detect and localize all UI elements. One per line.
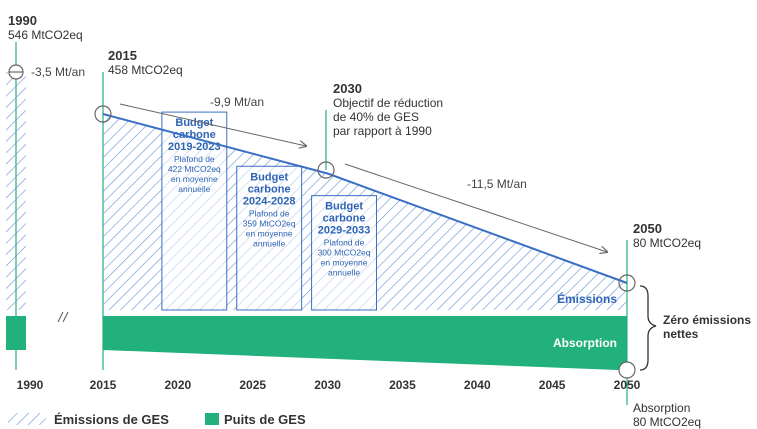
carbon-budget-box-3 <box>311 195 377 311</box>
label-2030-year: 2030 <box>333 81 362 96</box>
x-tick-2040: 2040 <box>464 378 491 392</box>
carbon-budget-2-title-2: carbone <box>248 183 291 195</box>
sink-area-1990 <box>6 316 26 350</box>
carbon-budget-3-detail-2: 300 MtCO2eq <box>318 248 371 258</box>
zero-emissions-label-line2: nettes <box>663 327 699 341</box>
x-tick-2045: 2045 <box>539 378 566 392</box>
marker-2015 <box>94 105 112 123</box>
carbon-budget-3-detail-1: Plafond de <box>324 238 365 248</box>
carbon-budget-2-detail-4: annuelle <box>253 238 285 248</box>
arrow-2030-2050 <box>344 163 607 252</box>
x-tick-2050: 2050 <box>614 378 641 392</box>
emissions-area-label: Émissions <box>557 291 617 306</box>
x-tick-2020: 2020 <box>165 378 192 392</box>
legend-label-sink: Puits de GES <box>224 412 306 427</box>
legend-swatch-sink <box>205 413 219 425</box>
arrow-2015-2030 <box>119 103 306 146</box>
legend-swatch-emissions <box>8 413 46 425</box>
carbon-budget-1-detail-3: en moyenne <box>171 174 218 184</box>
carbon-budget-3-title-1: Budget <box>325 201 363 213</box>
rate-2030-2050: -11,5 Mt/an <box>467 177 527 191</box>
carbon-budget-1-title-3: 2019-2023 <box>168 141 221 153</box>
label-2050-year: 2050 <box>633 221 662 236</box>
emissions-area-1990 <box>6 72 26 310</box>
label-2015-year: 2015 <box>108 48 137 63</box>
label-1990-value: 546 MtCO2eq <box>8 28 83 42</box>
carbon-budget-box-1 <box>161 111 228 311</box>
emissions-line <box>102 113 628 284</box>
carbon-budget-2-title-1: Budget <box>250 171 288 183</box>
x-tick-2030: 2030 <box>314 378 341 392</box>
label-absorption-2050-value: 80 MtCO2eq <box>633 415 701 429</box>
carbon-budget-1-title-1: Budget <box>175 117 213 129</box>
carbon-budget-box-2 <box>236 165 303 311</box>
x-tick-1990: 1990 <box>17 378 44 392</box>
carbon-budget-3-detail-3: en moyenne <box>321 258 368 268</box>
absorption-area-label: Absorption <box>553 336 617 350</box>
zero-emissions-bracket <box>639 285 657 371</box>
x-tick-2035: 2035 <box>389 378 416 392</box>
carbon-budget-1-title-2: carbone <box>173 129 216 141</box>
legend-label-emissions: Émissions de GES <box>54 412 169 427</box>
carbon-budget-3-detail-4: annuelle <box>328 268 360 278</box>
rate-2015-2030: -9,9 Mt/an <box>210 95 264 109</box>
marker-2050-absorption <box>618 361 636 379</box>
label-2030-line3: par rapport à 1990 <box>333 124 432 138</box>
carbon-budget-1-detail-1: Plafond de <box>174 154 215 164</box>
carbon-budget-2-detail-2: 359 MtCO2eq <box>243 218 296 228</box>
label-absorption-2050: Absorption <box>633 401 690 415</box>
carbon-budget-1-detail-2: 422 MtCO2eq <box>168 164 221 174</box>
label-2030-line1: Objectif de réduction <box>333 96 443 110</box>
axis-break-mark-2 <box>62 311 69 323</box>
carbon-budget-2-detail-1: Plafond de <box>249 208 290 218</box>
sink-area <box>103 316 627 371</box>
x-tick-2025: 2025 <box>239 378 266 392</box>
marker-2030 <box>317 161 335 179</box>
carbon-budget-3-title-3: 2029-2033 <box>318 225 371 237</box>
x-tick-2015: 2015 <box>90 378 117 392</box>
axis-break-mark-1 <box>57 311 64 323</box>
label-2015-value: 458 MtCO2eq <box>108 63 183 77</box>
rate-1990-2015: -3,5 Mt/an <box>31 65 85 79</box>
carbon-budget-3-title-2: carbone <box>323 213 366 225</box>
zero-emissions-label-line1: Zéro émissions <box>663 313 751 327</box>
marker-2050 <box>618 274 636 292</box>
carbon-budget-2-detail-3: en moyenne <box>246 228 293 238</box>
carbon-budget-1-detail-4: annuelle <box>178 184 210 194</box>
carbon-budget-2-title-3: 2024-2028 <box>243 195 296 207</box>
label-2030-line2: de 40% de GES <box>333 110 419 124</box>
label-1990-year: 1990 <box>8 13 37 28</box>
label-2050-value: 80 MtCO2eq <box>633 236 701 250</box>
